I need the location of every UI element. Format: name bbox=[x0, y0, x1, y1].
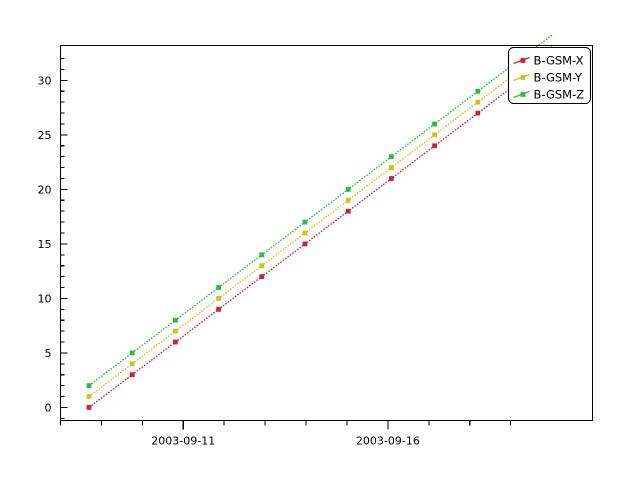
legend-entry-B-GSM-Y[interactable]: B-GSM-Y bbox=[513, 71, 583, 85]
data-point-marker bbox=[432, 121, 437, 127]
legend-entry-B-GSM-Z[interactable]: B-GSM-Z bbox=[513, 88, 585, 102]
x-axis-tick-label: 2003-09-16 bbox=[356, 435, 420, 448]
legend-swatch-marker bbox=[520, 58, 526, 63]
series-line-B-GSM-Z bbox=[88, 34, 553, 387]
y-axis-tick-label: 20 bbox=[38, 183, 52, 196]
y-axis-tick-label: 30 bbox=[38, 74, 52, 87]
y-axis-tick-label: 5 bbox=[45, 347, 52, 360]
plot-frame-border bbox=[59, 44, 594, 422]
data-point-marker bbox=[129, 361, 135, 367]
legend-swatch-marker bbox=[520, 75, 526, 80]
data-point-marker bbox=[216, 285, 221, 290]
data-point-marker bbox=[475, 88, 481, 94]
data-point-marker bbox=[259, 263, 265, 269]
data-point-marker bbox=[389, 154, 394, 160]
y-axis-tick-labels: 0 5 10 15 20 25 30 bbox=[38, 74, 52, 414]
series-b-gsm-y bbox=[86, 45, 553, 399]
y-axis-ticks bbox=[60, 58, 68, 419]
series-b-gsm-z bbox=[86, 34, 553, 389]
data-point-marker bbox=[345, 208, 351, 214]
legend-label-B-GSM-X: B-GSM-X bbox=[534, 54, 584, 68]
chart-legend[interactable]: B-GSM-X B-GSM-Y B-GSM-Z bbox=[507, 46, 592, 105]
data-point-marker bbox=[259, 252, 265, 258]
x-axis-tick-label: 2003-09-11 bbox=[151, 435, 215, 448]
y-axis-tick-label: 0 bbox=[45, 401, 52, 414]
data-point-marker bbox=[302, 241, 308, 247]
data-point-marker bbox=[432, 143, 437, 149]
data-point-marker bbox=[302, 219, 308, 225]
data-point-marker bbox=[173, 339, 178, 345]
data-point-marker bbox=[432, 132, 437, 138]
data-point-marker bbox=[173, 317, 178, 323]
data-point-marker bbox=[86, 394, 92, 399]
data-point-marker bbox=[129, 372, 135, 378]
data-point-marker bbox=[216, 306, 221, 312]
data-point-marker bbox=[389, 165, 394, 170]
data-point-marker bbox=[86, 383, 92, 389]
plot-frame bbox=[59, 44, 594, 422]
data-point-marker bbox=[302, 230, 308, 236]
data-point-marker bbox=[345, 197, 351, 203]
data-point-marker bbox=[345, 186, 351, 192]
y-axis-tick-label: 10 bbox=[38, 292, 52, 305]
data-point-marker bbox=[216, 296, 221, 301]
legend-entry-B-GSM-X[interactable]: B-GSM-X bbox=[513, 54, 584, 68]
series-b-gsm-x bbox=[86, 56, 553, 410]
data-point-marker bbox=[259, 274, 265, 280]
data-point-marker bbox=[475, 99, 481, 105]
series-line-B-GSM-Y bbox=[88, 45, 553, 398]
legend-label-B-GSM-Y: B-GSM-Y bbox=[534, 71, 583, 85]
legend-label-B-GSM-Z: B-GSM-Z bbox=[534, 88, 585, 102]
legend-swatch-marker bbox=[520, 92, 526, 97]
legend-box bbox=[507, 46, 592, 105]
data-point-marker bbox=[129, 350, 135, 356]
x-axis-ticks bbox=[59, 420, 512, 430]
y-axis-tick-label: 25 bbox=[38, 129, 52, 142]
data-point-marker bbox=[173, 328, 178, 334]
data-point-marker bbox=[389, 176, 394, 181]
x-axis-tick-labels: 2003-09-11 2003-09-16 bbox=[151, 435, 420, 448]
series-line-B-GSM-X bbox=[88, 56, 553, 408]
data-series-group bbox=[86, 34, 553, 410]
y-axis-tick-label: 15 bbox=[38, 238, 52, 251]
data-point-marker bbox=[86, 405, 92, 410]
data-point-marker bbox=[475, 110, 481, 116]
